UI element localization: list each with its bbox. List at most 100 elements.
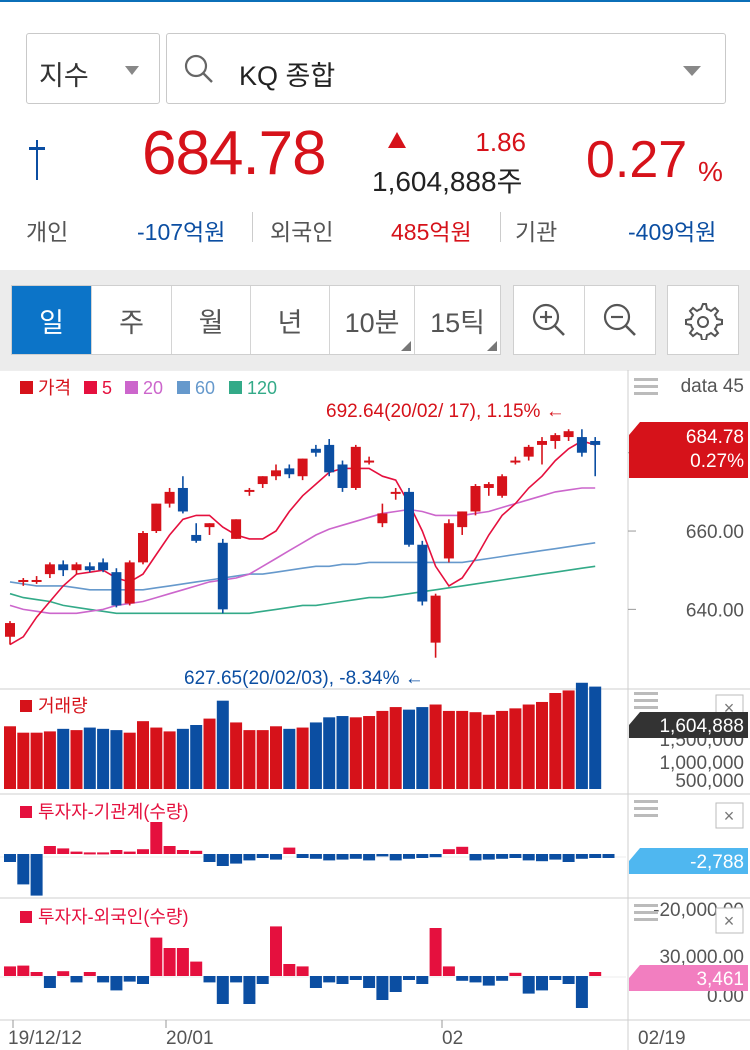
symbol-search-dropdown[interactable]: KQ 종합	[166, 33, 726, 104]
investor-bar	[549, 976, 562, 980]
volume-bars	[4, 682, 602, 789]
institution-legend-swatch	[20, 806, 32, 818]
tab-day[interactable]: 일	[12, 286, 92, 354]
x-tick-label: 19/12/12	[8, 1028, 82, 1049]
legend-label: 60	[195, 378, 215, 398]
candle-body	[404, 491, 414, 545]
candle-body	[350, 446, 361, 488]
candle-body	[563, 431, 574, 438]
investor-bar	[137, 849, 149, 854]
symbol-label: KQ 종합	[239, 61, 336, 91]
investor-bar	[522, 976, 535, 994]
investor-bar	[509, 972, 522, 976]
candle-body	[231, 519, 242, 539]
zoom-in-button[interactable]	[514, 286, 585, 354]
candle-body	[590, 440, 601, 445]
volume-bar	[575, 682, 588, 789]
current-foreign-tag: 3,461	[629, 965, 748, 991]
candle-body	[576, 437, 587, 453]
tab-week[interactable]: 주	[92, 286, 172, 354]
candle-body	[124, 562, 135, 604]
volume-bar	[230, 722, 243, 789]
volume-bar	[83, 727, 96, 789]
candle-body	[58, 564, 69, 571]
candle-body	[324, 444, 335, 473]
change-percent: 0.27	[586, 131, 688, 189]
investor-bar	[176, 948, 189, 976]
candle-body	[71, 564, 82, 571]
candle-body	[537, 440, 547, 445]
investor-bar	[536, 976, 548, 991]
divider	[500, 212, 501, 242]
current-volume-tag-value: 1,604,888	[659, 716, 744, 737]
settings-button[interactable]	[667, 285, 739, 355]
candle-body	[18, 579, 29, 582]
investor-bar	[57, 848, 70, 854]
investor-bar	[70, 976, 83, 983]
volume-bar	[17, 732, 30, 789]
ma5-line	[9, 440, 596, 646]
investor-bar	[150, 822, 163, 854]
volume-bar	[256, 730, 269, 789]
investor-bar	[349, 854, 362, 859]
institution-bars	[4, 822, 615, 896]
investor-bar	[496, 854, 509, 859]
close-foreign-panel-button[interactable]: ×	[715, 907, 744, 934]
candle-body	[111, 572, 122, 606]
panel-handle-icon[interactable]	[634, 692, 658, 709]
volume-bar	[442, 710, 455, 789]
candle-body	[443, 523, 454, 559]
candle-body	[191, 534, 202, 541]
candle-body	[164, 491, 175, 504]
panel-handle-icon[interactable]	[634, 904, 658, 921]
close-institution-panel-button[interactable]: ×	[715, 802, 744, 829]
candle-body	[271, 470, 281, 477]
candle-body	[310, 448, 321, 453]
gear-icon	[685, 303, 723, 340]
investor-bar	[70, 851, 83, 854]
top-accent-line	[0, 0, 750, 2]
foreign-bars	[4, 926, 602, 1008]
volume-bar	[509, 708, 522, 789]
investor-bar	[43, 846, 56, 854]
investor-bar	[97, 852, 110, 855]
panel-handle-icon[interactable]	[634, 378, 658, 395]
tab-10min[interactable]: 10분	[330, 286, 415, 354]
investor-bar	[403, 854, 415, 859]
investor-bar	[456, 846, 469, 854]
candles	[5, 429, 601, 658]
index-type-dropdown[interactable]: 지수	[26, 33, 160, 104]
volume-bar	[323, 717, 336, 789]
close-icon: ×	[724, 911, 735, 931]
investor-bar	[4, 966, 16, 976]
volume-bar	[176, 728, 189, 789]
volume-bar	[270, 726, 282, 789]
volume-bar	[389, 707, 402, 789]
volume-bar	[163, 731, 176, 789]
data-count-label: data 45	[681, 376, 744, 397]
y-tick-label: 660.00	[686, 522, 744, 543]
investor-bar	[230, 854, 243, 864]
investor-bar	[389, 854, 402, 861]
menu-corner-icon	[487, 341, 497, 351]
volume-tick: 500,000	[675, 771, 744, 792]
close-icon: ×	[724, 806, 735, 826]
investor-bar	[243, 976, 256, 1004]
investor-bar	[17, 854, 30, 885]
investor-bar	[589, 972, 602, 976]
investor-bar	[83, 852, 96, 855]
investor-bar	[482, 854, 495, 860]
panel-handle-icon[interactable]	[634, 800, 658, 817]
zoom-out-button[interactable]	[585, 286, 656, 354]
tab-year[interactable]: 년	[251, 286, 330, 354]
investor-bar	[30, 854, 43, 896]
investor-bar	[97, 976, 110, 983]
investor-bar	[416, 854, 429, 858]
investor-bar	[163, 948, 176, 976]
tab-15tick[interactable]: 15틱	[415, 286, 500, 354]
investor-bar	[30, 972, 43, 976]
volume-bar	[496, 710, 509, 789]
tab-month[interactable]: 월	[172, 286, 251, 354]
x-tick-label: 20/01	[166, 1028, 214, 1049]
